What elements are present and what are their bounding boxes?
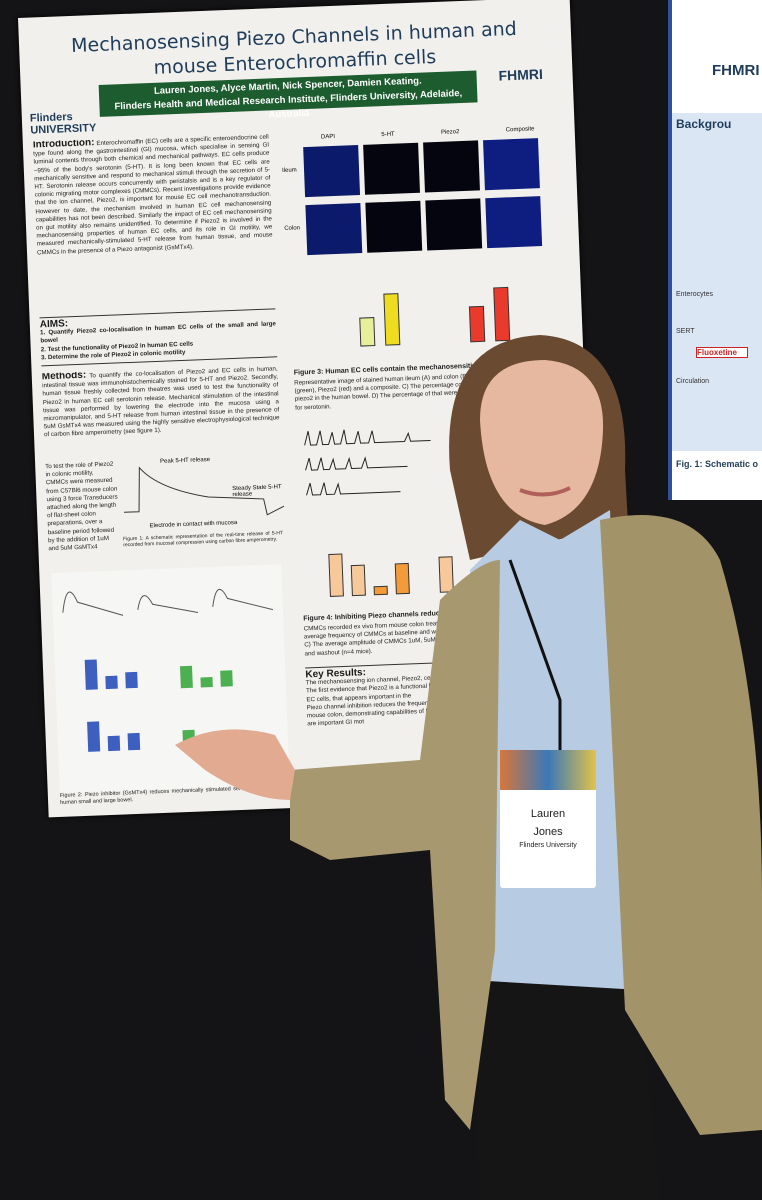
figure4-bars — [328, 553, 454, 597]
side-heading: Backgrou — [676, 117, 732, 131]
badge-org: Flinders University — [519, 842, 577, 849]
side-poster: FHMRI Backgrou Enterocytes SERT Fluoxeti… — [668, 0, 762, 500]
side-label: Fluoxetine — [696, 347, 748, 358]
side-label: Enterocytes — [676, 291, 713, 298]
figure2-charts — [62, 588, 274, 752]
side-label: SERT — [676, 328, 695, 335]
badge-first: Lauren — [530, 808, 566, 820]
figure2 — [51, 564, 290, 793]
name-badge: Lauren Jones Flinders University — [500, 750, 596, 888]
side-caption: Fig. 1: Schematic o — [676, 459, 759, 469]
poster: Mechanosensing Piezo Channels in human a… — [18, 0, 601, 818]
figure1-trace — [124, 466, 285, 516]
side-logo: FHMRI — [712, 62, 760, 79]
side-label: Circulation — [676, 378, 710, 385]
badge-last: Jones — [533, 826, 563, 838]
cmmc-traces — [304, 429, 431, 496]
figure3-bars — [359, 286, 511, 347]
